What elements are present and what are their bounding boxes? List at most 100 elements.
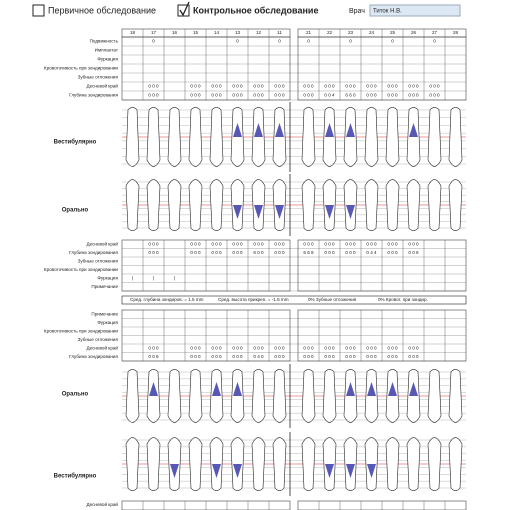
- tooth-number: 27: [432, 30, 438, 35]
- cell-value: 0: [349, 39, 352, 44]
- tooth: [209, 179, 224, 231]
- row-label: Примечание: [91, 311, 118, 316]
- tooth: [125, 369, 140, 423]
- cell-value: 0 0 0: [148, 345, 159, 350]
- primary-label: Первичное обследование: [48, 5, 156, 15]
- cell-value: 0 0 0: [274, 84, 285, 89]
- tooth-number: 15: [193, 30, 199, 35]
- cell-value: 0 0 0: [366, 354, 377, 359]
- defect: [346, 464, 355, 478]
- side-label: Орально: [62, 392, 89, 398]
- tooth: [188, 107, 203, 167]
- cell-value: 0 0 0: [387, 84, 398, 89]
- checkmark: [179, 1, 190, 17]
- tooth: [272, 369, 287, 423]
- row-label: Подвижность: [90, 39, 119, 44]
- checkbox[interactable]: [32, 4, 45, 17]
- row-label: Имплантат: [95, 48, 119, 53]
- tooth: [385, 107, 400, 167]
- tooth: [406, 437, 421, 491]
- tooth: [448, 179, 463, 231]
- summary-item: Сред. глубина зондиров. = 1.5 mm: [130, 297, 204, 302]
- row-label: Кровоточивость при зондировании: [44, 328, 119, 333]
- cell-value: 0: [391, 39, 394, 44]
- tooth-number: 12: [256, 30, 262, 35]
- cell-value: 0 0 0: [274, 241, 285, 246]
- cell-value: 0 0 0: [148, 84, 159, 89]
- cell-value: 0 0 6: [408, 250, 419, 255]
- tooth-number: 17: [151, 30, 157, 35]
- cell-value: 0 0 0: [148, 93, 159, 98]
- cell-value: 0 0 0: [408, 241, 419, 246]
- doctor-field[interactable]: [369, 4, 461, 17]
- row-label: Фуркация: [97, 57, 118, 62]
- tooth: [167, 107, 182, 167]
- cell-value: 0 0 0: [190, 93, 201, 98]
- defect: [233, 123, 242, 137]
- defect: [325, 205, 334, 219]
- cell-value: 0 0 0: [303, 345, 314, 350]
- cell-value: 0 0 0: [387, 250, 398, 255]
- tooth: [146, 179, 161, 231]
- cell-value: 0 0 0: [303, 354, 314, 359]
- cell-value: 0 0 0: [324, 241, 335, 246]
- tooth: [301, 369, 316, 423]
- tooth: [427, 437, 442, 491]
- tooth-number: 14: [214, 30, 220, 35]
- cell-value: 0 0 0: [366, 345, 377, 350]
- cell-value: 0 0 0: [366, 241, 377, 246]
- cell-value: 0 0 0: [190, 84, 201, 89]
- cell-value: 0 0 0: [232, 345, 243, 350]
- cell-value: 0: [433, 39, 436, 44]
- cell-value: 0 0 0: [429, 84, 440, 89]
- tooth: [322, 369, 337, 423]
- tooth: [167, 369, 182, 423]
- defect: [388, 382, 397, 396]
- tooth: [301, 437, 316, 491]
- row-label: Фуркация: [97, 275, 118, 280]
- defect: [409, 123, 418, 137]
- side-label: Вестибулярно: [54, 473, 97, 480]
- cell-value: 0 0 0: [408, 84, 419, 89]
- defect: [325, 123, 334, 137]
- tooth: [364, 107, 379, 167]
- row-label: Глубина зондирования: [69, 93, 118, 98]
- cell-value: 0 0 0: [387, 345, 398, 350]
- cell-value: 0 0 0: [148, 250, 159, 255]
- cell-value: 0: [236, 39, 239, 44]
- tooth: [448, 369, 463, 423]
- row-label: Кровоточивость при зондировании: [44, 267, 119, 272]
- cell-value: 0 0 0: [253, 241, 264, 246]
- tooth: [301, 179, 316, 231]
- row-label: Десневой край: [86, 501, 118, 507]
- cell-value: 0 0 0: [345, 84, 356, 89]
- tooth-number: 21: [306, 30, 312, 35]
- cell-value: 0 0 0: [274, 250, 285, 255]
- cell-value: 6 0 0: [253, 250, 264, 255]
- tooth: [188, 369, 203, 423]
- cell-value: 0 0 0: [232, 241, 243, 246]
- cell-value: 0 0 0: [387, 241, 398, 246]
- defect: [346, 205, 355, 219]
- checkbox[interactable]: [177, 4, 190, 17]
- summary-bar: [121, 295, 467, 305]
- defect: [212, 464, 221, 478]
- side-label: Орально: [62, 208, 89, 214]
- control-label: Контрольное обследование: [193, 5, 318, 15]
- cell-value: 0 0 0: [345, 250, 356, 255]
- defect: [325, 464, 334, 478]
- cell-value: 0 0 0: [211, 241, 222, 246]
- row-label: Десневой край: [86, 344, 118, 350]
- cell-value: |: [174, 275, 175, 280]
- cell-value: 0 0 0: [232, 84, 243, 89]
- defect: [233, 464, 242, 478]
- cell-value: 0 0 0: [253, 345, 264, 350]
- tooth: [125, 437, 140, 491]
- tooth: [146, 107, 161, 167]
- tooth: [427, 107, 442, 167]
- tooth: [427, 179, 442, 231]
- cell-value: 0 0 0: [274, 93, 285, 98]
- defect: [275, 123, 284, 137]
- cell-value: 0 0 0: [366, 93, 377, 98]
- tooth: [385, 437, 400, 491]
